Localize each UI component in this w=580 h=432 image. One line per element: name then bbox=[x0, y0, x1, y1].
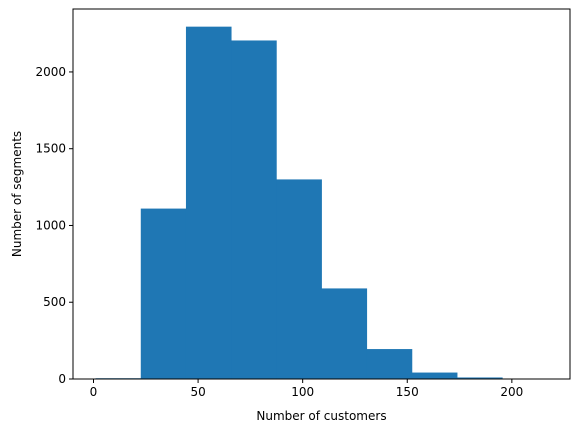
histogram-bar-1 bbox=[140, 208, 187, 379]
histogram-bar-7 bbox=[411, 372, 458, 379]
x-tick-label-3: 150 bbox=[396, 385, 419, 399]
x-tick-label-4: 200 bbox=[500, 385, 523, 399]
histogram-bar-4 bbox=[276, 179, 322, 379]
y-tick-label-1: 500 bbox=[43, 295, 66, 309]
y-tick-label-4: 2000 bbox=[35, 65, 66, 79]
x-tick-label-2: 100 bbox=[291, 385, 314, 399]
histogram-bar-2 bbox=[185, 26, 232, 379]
y-axis-label: Number of segments bbox=[10, 131, 24, 257]
histogram-bar-6 bbox=[366, 349, 413, 379]
y-tick-label-0: 0 bbox=[58, 372, 66, 386]
histogram-bar-5 bbox=[321, 288, 368, 379]
x-tick-label-1: 50 bbox=[190, 385, 205, 399]
x-axis-label: Number of customers bbox=[256, 409, 386, 423]
x-tick-label-0: 0 bbox=[90, 385, 98, 399]
y-tick-label-3: 1500 bbox=[35, 142, 66, 156]
histogram-bar-3 bbox=[231, 40, 277, 380]
bars-layer bbox=[95, 26, 548, 380]
histogram-bar-8 bbox=[457, 377, 503, 379]
plot-frame bbox=[72, 8, 571, 380]
y-tick-label-2: 1000 bbox=[35, 218, 66, 232]
